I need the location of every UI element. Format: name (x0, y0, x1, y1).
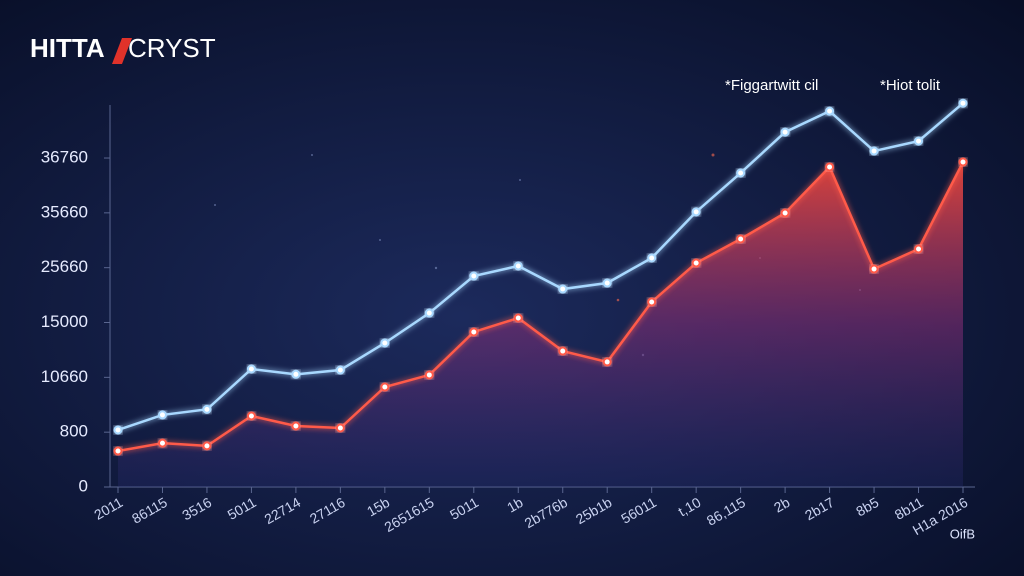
point (291, 421, 301, 431)
title-slash (112, 38, 132, 64)
point (780, 208, 790, 218)
point (647, 297, 657, 307)
point (291, 369, 301, 379)
line (117, 102, 964, 432)
y-tick-label: 10660 (41, 367, 88, 386)
area (118, 162, 963, 487)
point (825, 162, 835, 172)
point (113, 446, 123, 456)
point (869, 146, 879, 156)
point (424, 308, 434, 318)
point (958, 157, 968, 167)
point (825, 106, 835, 116)
point (558, 284, 568, 294)
point (602, 278, 612, 288)
point (424, 370, 434, 380)
point (157, 438, 167, 448)
point (246, 411, 256, 421)
point (736, 234, 746, 244)
title: HITTA (30, 33, 105, 63)
point (513, 313, 523, 323)
point (202, 404, 212, 414)
y-tick-label: 36760 (41, 148, 88, 167)
point (157, 410, 167, 420)
point (335, 423, 345, 433)
point (558, 346, 568, 356)
title-suffix: CRYST (128, 33, 216, 63)
x-tick-label: 2b (771, 494, 793, 516)
point (914, 244, 924, 254)
point (246, 364, 256, 374)
y-tick-label: 800 (60, 422, 88, 441)
legend-label: *Hiot tolit (880, 77, 941, 94)
point (602, 357, 612, 367)
point (958, 98, 968, 108)
point (513, 261, 523, 271)
annotation: OifB (950, 526, 975, 541)
point (914, 136, 924, 146)
x-tick-label: 1b (504, 494, 526, 516)
point (380, 338, 390, 348)
y-tick-label: 15000 (41, 312, 88, 331)
legend-label: *Figgartwitt cil (725, 77, 818, 94)
point (691, 207, 701, 217)
point (869, 264, 879, 274)
point (113, 425, 123, 435)
y-tick-label: 25660 (41, 257, 88, 276)
y-tick-label: 0 (79, 476, 88, 495)
line (117, 161, 965, 453)
point (691, 258, 701, 268)
point (380, 382, 390, 392)
point (647, 253, 657, 263)
point (469, 327, 479, 337)
point (202, 441, 212, 451)
y-tick-label: 35660 (41, 202, 88, 221)
point (780, 127, 790, 137)
point (469, 271, 479, 281)
point (335, 365, 345, 375)
point (736, 168, 746, 178)
